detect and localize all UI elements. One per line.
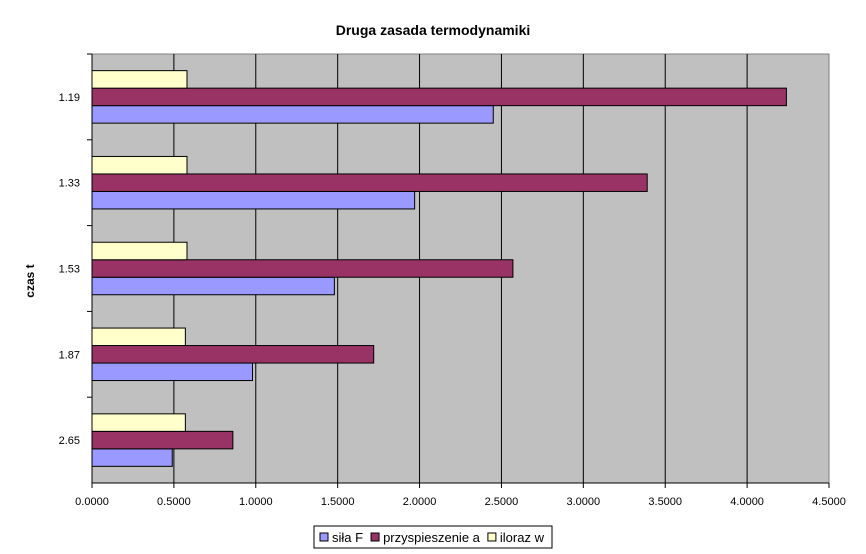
legend-label: siła F (332, 530, 363, 545)
bar-iloraz-w (91, 327, 186, 347)
x-tick-label: 1.0000 (239, 496, 273, 508)
bar-przyspieszenie-a (91, 430, 234, 450)
x-tick-label: 4.0000 (730, 496, 764, 508)
bar-iloraz-w (91, 70, 188, 89)
bar-siła-f (91, 276, 335, 296)
legend: siła F przyspieszenie a iloraz w (313, 525, 553, 549)
legend-box (313, 525, 553, 549)
y-tick-label: 1.33 (59, 178, 80, 190)
y-axis-label: czas t (23, 264, 37, 297)
bar-iloraz-w (91, 155, 188, 175)
bar-przyspieszenie-a (91, 173, 648, 192)
chart-title: Druga zasada termodynamiki (336, 22, 531, 38)
legend-swatch (370, 532, 380, 542)
bar-przyspieszenie-a (91, 87, 787, 107)
x-tick-label: 3.0000 (567, 496, 601, 508)
x-tick-label: 4.5000 (812, 496, 846, 508)
bar-siła-f (91, 448, 173, 467)
x-tick-label: 0.0000 (75, 496, 109, 508)
x-tick-label: 1.5000 (321, 496, 355, 508)
legend-swatch (319, 532, 329, 542)
bar-siła-f (91, 362, 254, 382)
x-tick-label: 2.0000 (403, 496, 437, 508)
bar-siła-f (91, 105, 494, 124)
bar-iloraz-w (91, 413, 186, 432)
bars (91, 70, 787, 467)
legend-label: iloraz w (500, 530, 545, 545)
y-tick-label: 1.19 (59, 92, 80, 104)
legend-swatch (487, 532, 497, 542)
y-tick-label: 2.65 (59, 435, 80, 447)
bar-przyspieszenie-a (91, 259, 514, 278)
bar-przyspieszenie-a (91, 345, 375, 364)
x-tick-label: 2.5000 (485, 496, 519, 508)
axes: 0.0000 0.5000 1.0000 1.5000 2.0000 2.5000 3.00… (59, 53, 846, 508)
bar-siła-f (91, 190, 416, 210)
legend-label: przyspieszenie a (383, 530, 481, 545)
bar-iloraz-w (91, 241, 188, 261)
y-tick-label: 1.53 (59, 264, 80, 276)
y-tick-label: 1.87 (59, 349, 80, 361)
x-tick-label: 0.5000 (157, 496, 191, 508)
x-tick-label: 3.5000 (648, 496, 682, 508)
